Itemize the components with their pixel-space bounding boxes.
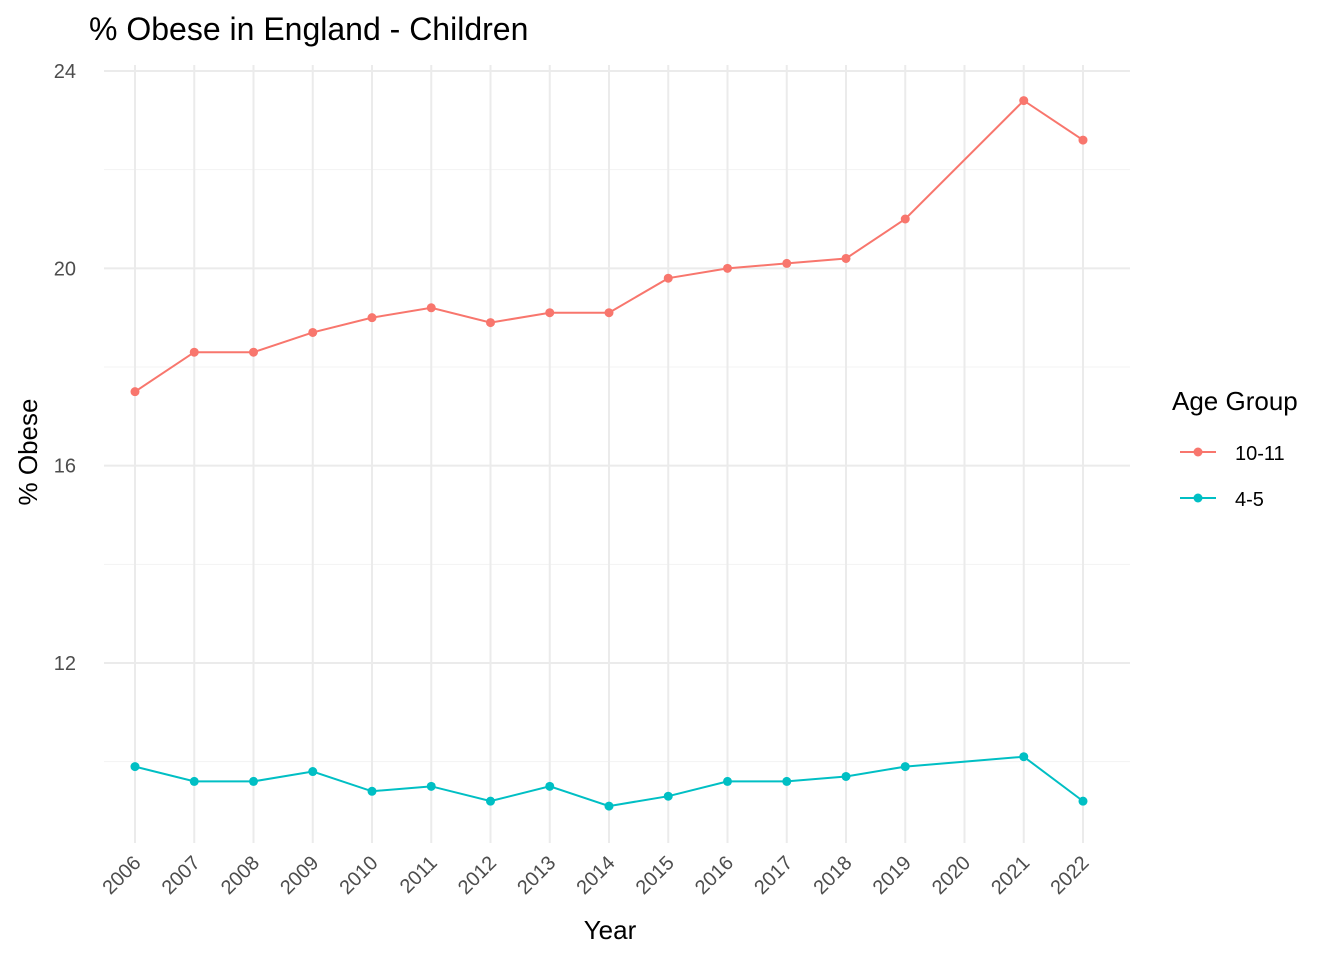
data-point-4-5 bbox=[189, 776, 199, 786]
data-point-10-11 bbox=[782, 258, 792, 268]
y-tick-label: 20 bbox=[54, 258, 76, 280]
x-tick-label: 2012 bbox=[454, 852, 501, 899]
data-point-10-11 bbox=[308, 327, 318, 337]
x-tick-label: 2014 bbox=[573, 852, 620, 899]
data-point-10-11 bbox=[367, 313, 377, 323]
y-tick-label: 24 bbox=[54, 61, 76, 83]
data-point-10-11 bbox=[723, 263, 732, 273]
legend-label: 4-5 bbox=[1235, 489, 1264, 511]
y-tick-label: 12 bbox=[54, 653, 76, 675]
y-tick-label: 16 bbox=[54, 456, 76, 478]
data-point-4-5 bbox=[486, 796, 495, 806]
series-lines bbox=[134, 99, 1084, 808]
data-point-4-5 bbox=[900, 762, 910, 772]
data-point-4-5 bbox=[604, 801, 614, 811]
chart-title: % Obese in England - Children bbox=[89, 11, 528, 47]
data-point-10-11 bbox=[426, 303, 436, 313]
x-tick-label: 2021 bbox=[987, 852, 1034, 899]
data-point-4-5 bbox=[545, 781, 555, 791]
data-point-10-11 bbox=[841, 253, 851, 263]
x-tick-label: 2006 bbox=[99, 852, 146, 899]
data-point-4-5 bbox=[1019, 752, 1029, 762]
legend-items: 10-11 4-5 bbox=[1180, 443, 1285, 511]
legend-label: 10-11 bbox=[1235, 443, 1285, 465]
data-point-4-5 bbox=[367, 786, 377, 796]
x-tick-label: 2017 bbox=[750, 852, 797, 899]
data-point-10-11 bbox=[604, 308, 614, 318]
data-point-10-11 bbox=[663, 273, 673, 283]
x-tick-label: 2015 bbox=[632, 852, 679, 899]
y-axis-title: % Obese bbox=[13, 399, 43, 506]
series-line-4-5 bbox=[134, 755, 1084, 808]
data-point-10-11 bbox=[900, 214, 910, 224]
data-point-4-5 bbox=[723, 776, 732, 786]
series-line-10-11 bbox=[134, 99, 1084, 393]
x-tick-label: 2020 bbox=[928, 852, 975, 899]
data-point-4-5 bbox=[1078, 796, 1088, 806]
data-point-10-11 bbox=[1019, 96, 1029, 106]
legend-key-point bbox=[1193, 447, 1203, 457]
x-axis-title: Year bbox=[584, 915, 637, 945]
data-point-10-11 bbox=[1078, 135, 1088, 145]
data-point-4-5 bbox=[782, 776, 792, 786]
data-point-4-5 bbox=[130, 762, 140, 772]
x-axis-ticks: 2006 2007 2008 2009 2010 2011 2012 2013 2014 2015… bbox=[99, 852, 1094, 899]
data-point-4-5 bbox=[841, 771, 851, 781]
data-point-4-5 bbox=[426, 781, 436, 791]
data-point-4-5 bbox=[308, 767, 318, 777]
series-points bbox=[130, 96, 1088, 811]
grid bbox=[104, 65, 1130, 843]
x-tick-label: 2007 bbox=[158, 852, 205, 899]
x-tick-label: 2016 bbox=[691, 852, 738, 899]
data-point-10-11 bbox=[130, 387, 140, 397]
legend-title: Age Group bbox=[1172, 386, 1298, 416]
data-point-10-11 bbox=[545, 308, 555, 318]
x-tick-label: 2019 bbox=[869, 852, 916, 899]
x-tick-label: 2018 bbox=[810, 852, 857, 899]
data-point-4-5 bbox=[249, 776, 258, 786]
x-tick-label: 2008 bbox=[217, 852, 264, 899]
x-tick-label: 2010 bbox=[336, 852, 383, 899]
x-tick-label: 2022 bbox=[1047, 852, 1094, 899]
legend: Age Group 10-11 4-5 bbox=[1172, 386, 1298, 511]
legend-key-point bbox=[1193, 493, 1203, 503]
x-tick-label: 2009 bbox=[276, 852, 323, 899]
x-tick-label: 2011 bbox=[396, 852, 442, 898]
data-point-10-11 bbox=[189, 347, 199, 357]
x-tick-label: 2013 bbox=[513, 852, 560, 899]
y-axis-ticks: 12 16 20 24 bbox=[54, 61, 76, 675]
data-point-10-11 bbox=[249, 347, 258, 357]
data-point-4-5 bbox=[663, 791, 673, 801]
data-point-10-11 bbox=[486, 318, 495, 328]
